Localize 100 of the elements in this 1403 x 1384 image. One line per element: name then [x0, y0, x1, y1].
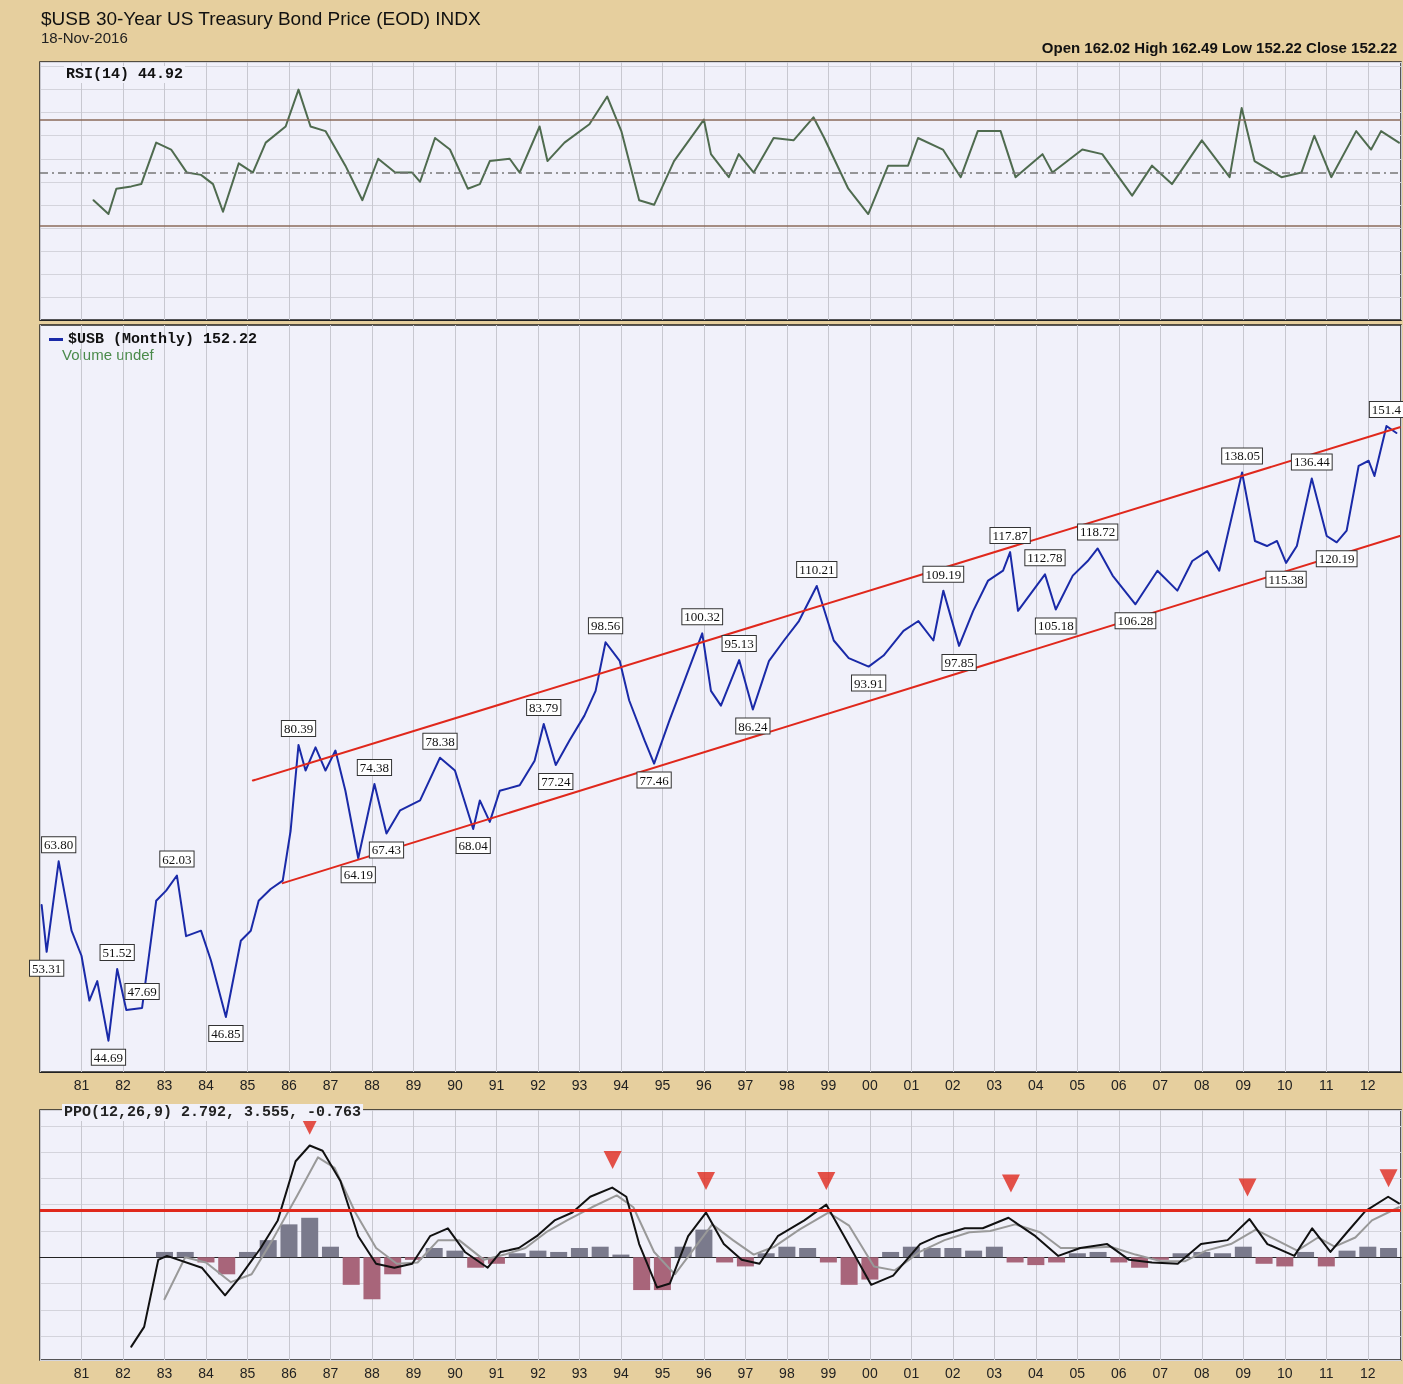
x-tick-label: 86 [281, 1077, 297, 1093]
data-label: 93.91 [854, 675, 884, 691]
data-label: 74.38 [359, 760, 390, 776]
x-tick-label: 97 [737, 1077, 754, 1093]
point [1238, 1178, 1257, 1197]
bar [1006, 1257, 1024, 1263]
bar [342, 1257, 360, 1285]
x-tick-label: 01 [903, 1365, 920, 1381]
x-tick-label: 96 [696, 1077, 712, 1093]
x-tick-label: 92 [530, 1365, 546, 1381]
bar [321, 1246, 339, 1258]
bar [591, 1246, 609, 1258]
x-tick-label: 02 [945, 1077, 961, 1093]
data-label: 120.19 [1318, 551, 1355, 567]
bar [1255, 1257, 1273, 1264]
bar [799, 1248, 817, 1258]
x-tick-label: 81 [73, 1077, 90, 1093]
x-tick-label: 85 [239, 1077, 256, 1093]
bar [1276, 1257, 1294, 1267]
bar [1048, 1257, 1066, 1263]
x-tick-label: 84 [198, 1365, 214, 1381]
data-label: 62.03 [162, 851, 192, 867]
x-tick-label: 96 [696, 1365, 712, 1381]
bar [819, 1257, 837, 1263]
bar [570, 1248, 588, 1258]
bar [633, 1257, 651, 1291]
x-tick-label: 99 [820, 1077, 837, 1093]
x-tick-label: 11 [1319, 1077, 1334, 1093]
x-tick-label: 03 [986, 1077, 1003, 1093]
x-tick-label: 92 [530, 1077, 546, 1093]
bar [363, 1257, 381, 1300]
bar [1234, 1246, 1252, 1258]
x-tick-label: 98 [779, 1365, 795, 1381]
bar [1089, 1251, 1107, 1258]
data-label: 44.69 [93, 1049, 124, 1065]
data-label: 64.19 [343, 867, 373, 883]
bar [965, 1250, 983, 1258]
bar [1380, 1248, 1398, 1258]
data-label: 97.85 [944, 654, 974, 670]
text: Open 162.02 High 162.49 Low 152.22 Close 152.22 [1041, 39, 1398, 56]
data-label: 46.85 [211, 1025, 241, 1041]
bar [176, 1251, 194, 1258]
x-tick-label: 10 [1277, 1365, 1293, 1381]
x-tick-label: 11 [1319, 1365, 1334, 1381]
x-tick-label: 07 [1152, 1077, 1169, 1093]
x-tick-label: 97 [737, 1365, 754, 1381]
bar [1068, 1253, 1086, 1258]
bar [985, 1246, 1003, 1258]
data-label: 86.24 [738, 718, 768, 734]
x-tick-label: 12 [1360, 1365, 1376, 1381]
bar [218, 1257, 236, 1275]
data-label: 110.21 [799, 561, 835, 577]
bar [778, 1246, 796, 1258]
data-label: 115.38 [1268, 571, 1304, 587]
data-label: 109.19 [925, 566, 962, 582]
x-tick-label: 82 [115, 1077, 131, 1093]
x-tick-label: 88 [364, 1077, 380, 1093]
x-tick-label: 01 [903, 1077, 920, 1093]
x-tick-label: 99 [820, 1365, 837, 1381]
x-tick-label: 05 [1069, 1077, 1086, 1093]
x-tick-label: 95 [654, 1077, 671, 1093]
data-label: 47.69 [127, 983, 157, 999]
data-label: 118.72 [1080, 524, 1116, 540]
data-label: 138.05 [1224, 448, 1260, 464]
bar [1338, 1250, 1356, 1258]
x-tick-label: 07 [1152, 1365, 1169, 1381]
data-label: 100.32 [684, 609, 721, 625]
bar [1297, 1251, 1315, 1258]
x-tick-label: 09 [1235, 1077, 1252, 1093]
data-label: 67.43 [371, 842, 402, 858]
x-tick-label: 93 [571, 1365, 588, 1381]
bar [923, 1248, 941, 1258]
bar [301, 1217, 319, 1258]
data-label: 77.24 [541, 774, 571, 790]
x-tick-label: 08 [1194, 1365, 1210, 1381]
x-tick-label: 94 [613, 1365, 629, 1381]
x-tick-label: 89 [405, 1077, 422, 1093]
data-label: 63.80 [44, 837, 74, 853]
bar [1110, 1257, 1128, 1263]
bar [944, 1248, 962, 1258]
x-tick-label: 82 [115, 1365, 131, 1381]
data-label: 53.31 [32, 960, 62, 976]
x-tick-label: 90 [447, 1365, 463, 1381]
x-tick-label: 98 [779, 1077, 795, 1093]
x-tick-label: 85 [239, 1365, 256, 1381]
point [1379, 1169, 1398, 1188]
data-label: 105.18 [1037, 618, 1074, 634]
bar [1359, 1246, 1377, 1258]
data-label: 98.56 [590, 618, 621, 634]
bar [529, 1250, 547, 1258]
data-label: 95.13 [724, 636, 754, 652]
data-label: 112.78 [1027, 550, 1063, 566]
x-tick-label: 93 [571, 1077, 588, 1093]
bar [1317, 1257, 1335, 1267]
x-tick-label: 12 [1360, 1077, 1376, 1093]
x-tick-label: 05 [1069, 1365, 1086, 1381]
x-tick-label: 81 [73, 1365, 90, 1381]
legend-label: $USB (Monthly) 152.22 [68, 331, 258, 348]
bar [280, 1224, 298, 1258]
x-tick-label: 02 [945, 1365, 961, 1381]
